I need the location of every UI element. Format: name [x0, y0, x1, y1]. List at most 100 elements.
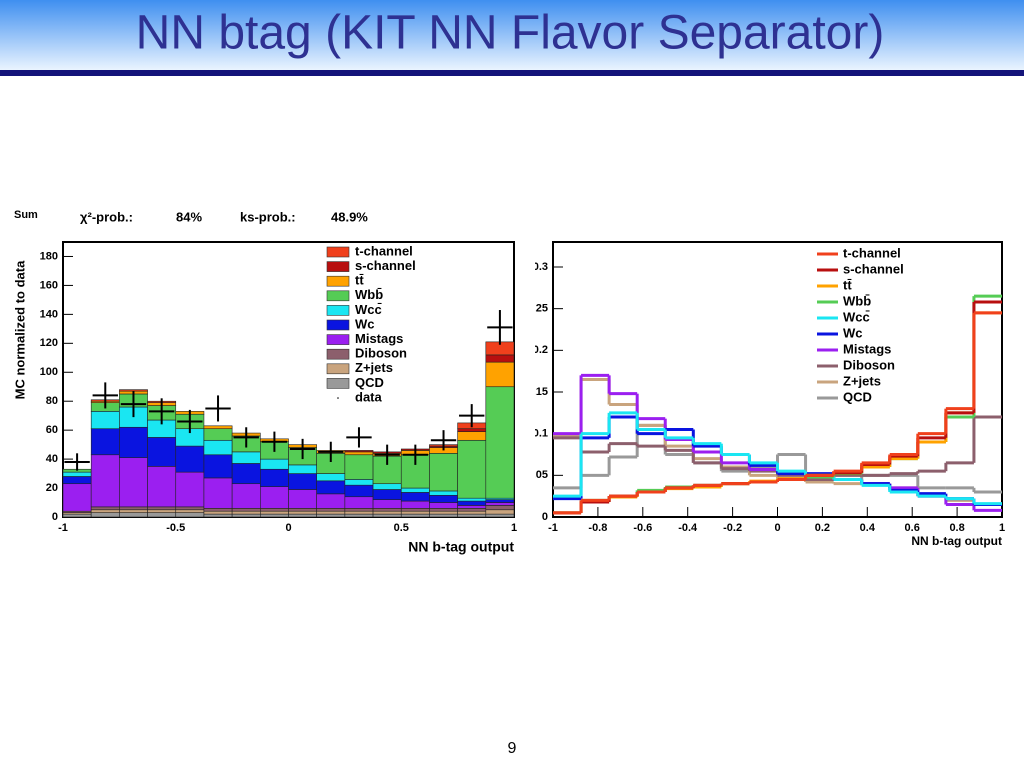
histogram-segment	[457, 510, 487, 515]
legend-swatch	[326, 378, 350, 389]
x-tick-label: -0.2	[723, 522, 742, 534]
histogram-segment	[260, 468, 289, 487]
histogram-segment	[372, 489, 402, 500]
x-tick-label: 0.6	[905, 522, 920, 534]
histogram-segment	[119, 457, 148, 508]
histogram-segment	[147, 466, 177, 508]
histogram-segment	[316, 513, 346, 518]
histogram-segment	[485, 509, 515, 515]
legend-swatch	[326, 363, 350, 375]
histogram-segment	[457, 428, 487, 432]
legend-label: tt̄	[355, 273, 364, 288]
histogram-segment	[119, 426, 148, 458]
histogram-segment	[429, 490, 458, 496]
y-tick-label: 0.2	[533, 344, 548, 356]
histogram-segment	[119, 506, 148, 511]
histogram-segment	[203, 510, 233, 515]
histogram-segment	[316, 508, 346, 512]
y-tick-label: 0.25	[527, 303, 548, 315]
histogram-segment	[231, 510, 261, 515]
histogram-segment	[372, 510, 402, 515]
histogram-segment	[203, 508, 233, 512]
histogram-segment	[203, 439, 233, 456]
histogram-segment	[90, 509, 120, 513]
histogram-segment	[344, 451, 374, 456]
histogram-segment	[90, 506, 120, 511]
histogram-segment	[147, 509, 177, 513]
histogram-segment	[457, 439, 487, 499]
histogram-segment	[429, 494, 458, 503]
legend-label: QCD	[355, 375, 384, 390]
legend-marker	[337, 397, 339, 399]
legend-swatch	[326, 261, 350, 272]
slide-title: NN btag (KIT NN Flavor Separator)	[136, 7, 885, 60]
legend-swatch	[326, 305, 350, 316]
histogram-segment	[485, 499, 515, 503]
histogram-segment	[457, 508, 487, 512]
stat-value: 84%	[176, 209, 202, 224]
legend-label: s-channel	[843, 261, 904, 276]
x-tick-label: 0.5	[394, 522, 409, 534]
histogram-segment	[175, 512, 205, 518]
histogram-segment	[147, 512, 177, 518]
x-tick-label: -0.8	[588, 522, 607, 534]
x-tick-label: -0.6	[633, 522, 652, 534]
histogram-segment	[62, 471, 92, 477]
histogram-segment	[288, 464, 317, 474]
histogram-segment	[203, 477, 233, 509]
legend-label: Wbb̄	[355, 287, 383, 302]
histogram-segment	[260, 510, 289, 515]
histogram-segment	[175, 445, 205, 473]
x-tick-label: -0.4	[678, 522, 698, 534]
legend-label: Diboson	[355, 346, 407, 361]
histogram-segment	[429, 508, 458, 512]
histogram-segment	[344, 510, 374, 515]
histogram-segment	[344, 450, 374, 453]
histogram-segment	[485, 502, 515, 506]
legend-swatch	[326, 319, 350, 331]
histogram-segment	[485, 354, 515, 363]
histogram-segment	[344, 496, 374, 509]
legend-label: Wcc̄	[355, 302, 382, 317]
y-tick-label: 20	[46, 482, 58, 494]
histogram-segment	[400, 508, 430, 512]
histogram-segment	[372, 483, 402, 490]
legend-label: Mistags	[355, 331, 403, 346]
histogram-segment	[62, 513, 92, 518]
histogram-segment	[231, 483, 261, 509]
header-band	[0, 0, 1024, 70]
legend-label: Wc	[355, 316, 375, 331]
legend-label: t-channel	[843, 245, 901, 260]
legend-swatch	[326, 290, 350, 302]
histogram-segment	[429, 453, 458, 492]
x-tick-label: -0.5	[166, 522, 185, 534]
histogram-segment	[372, 499, 402, 509]
histogram-segment	[344, 479, 374, 486]
x-tick-label: 0.4	[860, 522, 876, 534]
page-number: 9	[508, 740, 517, 757]
histogram-segment	[231, 463, 261, 485]
histogram-segment	[203, 454, 233, 479]
histogram-segment	[175, 471, 205, 508]
histogram-segment	[119, 389, 148, 392]
y-tick-label: 40	[46, 453, 58, 465]
y-tick-label: 140	[40, 308, 58, 320]
histogram-segment	[457, 497, 487, 502]
right-chart-clip: 0 0.05 0.1 0.15 0.2 0.25 0.3	[527, 261, 548, 523]
stat-label: ks-prob.:	[240, 209, 296, 224]
y-tick-label: 0	[52, 511, 58, 523]
histogram-segment	[203, 425, 233, 430]
histogram-segment	[316, 480, 346, 495]
histogram-segment	[203, 513, 233, 518]
y-tick-label: 100	[40, 366, 58, 378]
x-tick-label: 1	[999, 522, 1005, 534]
x-tick-label: 0.2	[815, 522, 830, 534]
legend-label: Wcc̄	[843, 309, 870, 324]
legend-swatch	[326, 348, 350, 360]
histogram-segment	[429, 510, 458, 515]
histogram-segment	[485, 386, 515, 499]
histogram-segment	[457, 513, 487, 518]
histogram-segment	[90, 454, 120, 508]
corner-label: Sum	[14, 209, 38, 221]
